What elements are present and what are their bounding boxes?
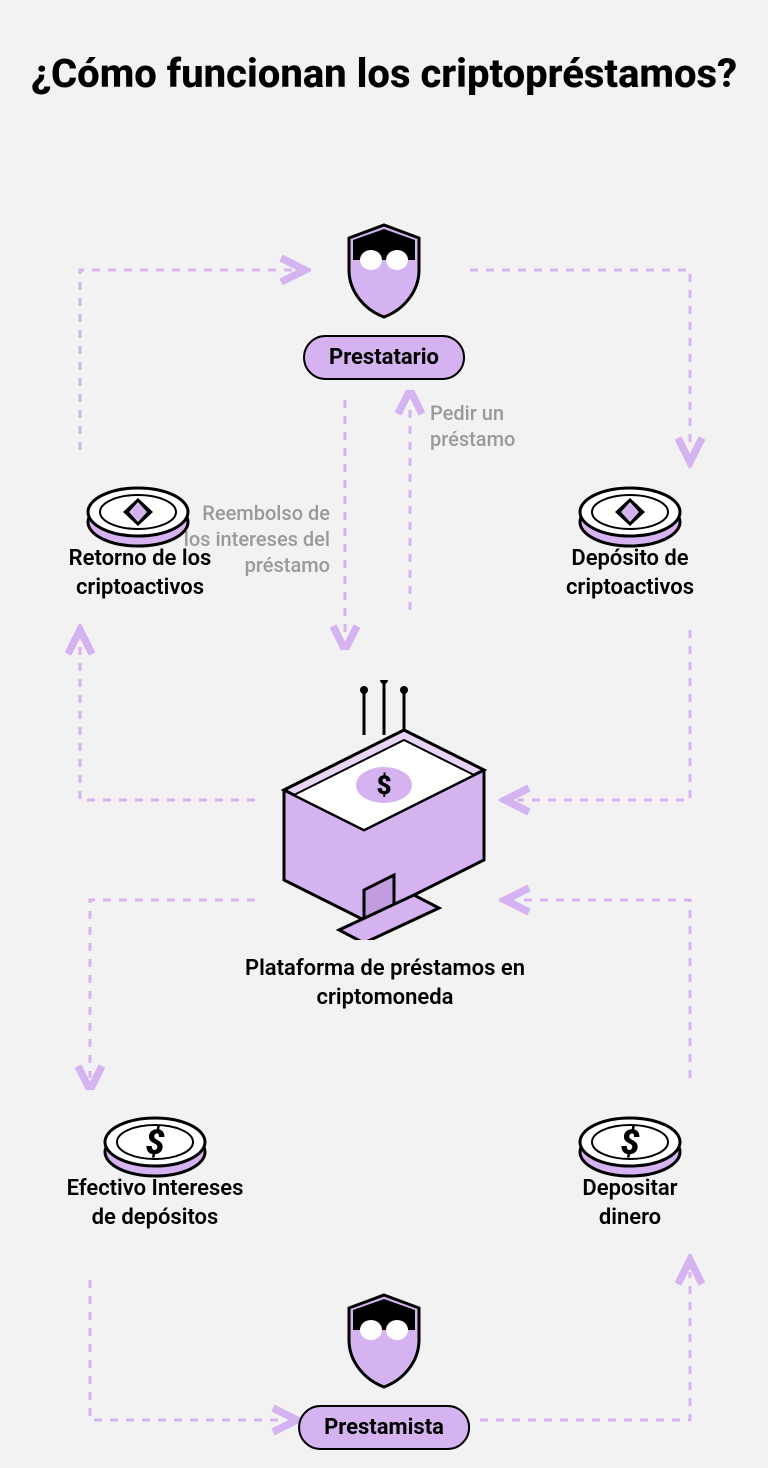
main-title: ¿Cómo funcionan los criptopréstamos?	[0, 50, 768, 98]
platform-label: Plataforma de préstamos en criptomoneda	[230, 955, 540, 1012]
lender-shield-icon	[339, 1290, 429, 1390]
arrow-return-to-borrower	[65, 240, 315, 470]
borrower-shield-icon	[339, 220, 429, 320]
svg-text:$: $	[376, 771, 391, 801]
arrow-lender-to-money	[470, 1250, 715, 1440]
lender-pill: Prestamista	[298, 1405, 470, 1450]
arrow-deposit-to-platform	[495, 620, 715, 830]
svg-text:$: $	[620, 1123, 639, 1163]
arrow-up-request	[395, 390, 425, 620]
return-crypto-label: Retorno de los criptoactivos	[60, 545, 220, 602]
deposit-crypto-label: Depósito de criptoactivos	[550, 545, 710, 602]
svg-text:$: $	[145, 1123, 164, 1163]
arrow-platform-to-return	[65, 620, 275, 830]
cash-interest-label: Efectivo Intereses de depósitos	[65, 1175, 245, 1232]
request-loan-label: Pedir un préstamo	[430, 400, 570, 452]
arrow-cash-to-lender	[75, 1270, 305, 1440]
deposit-money-label: Depositar dinero	[550, 1175, 710, 1232]
arrow-down-repay	[330, 390, 360, 650]
platform-monitor-icon: $	[254, 680, 514, 940]
borrower-pill: Prestatario	[303, 335, 465, 380]
